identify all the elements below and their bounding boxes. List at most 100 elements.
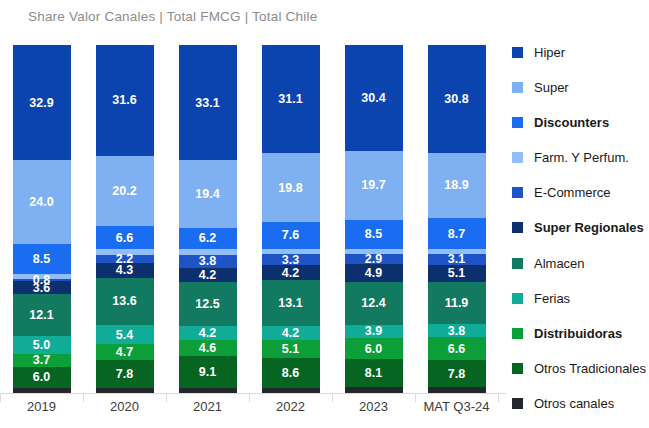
bar-column-MAT Q3-24: 30.818.98.73.15.111.93.86.67.8: [415, 45, 498, 393]
segment-super: 19.8: [262, 153, 320, 222]
segment-super: 19.7: [345, 151, 403, 220]
segment-e-commerce: 3.8: [179, 255, 237, 268]
segment-value-label: 4.2: [262, 326, 320, 339]
segment-distribuidoras: 6.6: [428, 337, 486, 360]
legend-label: Discounters: [534, 115, 609, 130]
x-axis-label-2020: 2020: [83, 399, 166, 414]
segment-value-label: 3.8: [428, 324, 486, 337]
segment-value-label: 3.3: [262, 253, 320, 266]
segment-value-label: 12.4: [345, 297, 403, 310]
segment-value-label: 4.2: [262, 266, 320, 279]
segment-distribuidoras: 6.0: [345, 338, 403, 359]
chart-canvas: Share Valor Canales | Total FMCG | Total…: [0, 0, 649, 428]
segment-value-label: 8.7: [428, 227, 486, 240]
segment-value-label: 4.6: [179, 342, 237, 355]
legend-label: Otros Tradicionales: [518, 361, 646, 376]
segment-value-label: 6.2: [179, 232, 237, 245]
segment-super-regionales: 4.2: [262, 265, 320, 280]
legend-item-distribuidoras: Distribuidoras: [512, 326, 647, 341]
segment-hiper: 33.1: [179, 45, 237, 160]
legend-item-super: Super: [512, 80, 647, 95]
segment-value-label: 7.8: [428, 367, 486, 380]
legend-swatch-icon: [512, 47, 523, 58]
bar-column-2020: 31.620.26.62.24.313.65.44.77.8: [83, 45, 166, 393]
segment-value-label: 5.4: [96, 328, 154, 341]
segment-almacen: 13.6: [96, 278, 154, 326]
segment-value-label: 19.7: [345, 179, 403, 192]
segment-almacen: 13.1: [262, 280, 320, 326]
segment-distribuidoras: 4.7: [96, 344, 154, 360]
segment-value-label: 31.1: [262, 93, 320, 106]
x-axis-label-2019: 2019: [0, 399, 83, 414]
segment-super: 18.9: [428, 153, 486, 219]
legend-swatch-icon: [512, 222, 523, 233]
bar-column-2023: 30.419.78.52.94.912.43.96.08.1: [332, 45, 415, 393]
segment-distribuidoras: 4.6: [179, 340, 237, 356]
legend-label: Almacen: [534, 256, 585, 271]
stacked-bar-2022: 31.119.87.63.34.213.14.25.18.6: [262, 45, 320, 393]
segment-super-regionales: 4.9: [345, 264, 403, 281]
legend-label: Otros canales: [534, 396, 614, 411]
segment-value-label: 4.3: [96, 264, 154, 277]
segment-value-label: 8.6: [262, 366, 320, 379]
segment-value-label: 3.7: [13, 354, 71, 367]
legend-item-otros-canales: Otros canales: [512, 396, 647, 411]
segment-super: 24.0: [13, 160, 71, 244]
bar-column-2019: 32.924.08.50.83.612.15.03.76.0: [0, 45, 83, 393]
segment-distribuidoras: 3.7: [13, 354, 71, 367]
x-axis-tick: [498, 393, 499, 402]
segment-value-label: 19.8: [262, 181, 320, 194]
segment-otros-tradicionales: 7.8: [96, 360, 154, 387]
segment-super-regionales: 4.2: [179, 268, 237, 283]
segment-value-label: 13.1: [262, 296, 320, 309]
segment-hiper: 30.4: [345, 45, 403, 151]
segment-value-label: 4.9: [345, 266, 403, 279]
stacked-bar-MAT Q3-24: 30.818.98.73.15.111.93.86.67.8: [428, 45, 486, 393]
segment-super-regionales: 5.1: [428, 265, 486, 283]
segment-value-label: 3.9: [345, 325, 403, 338]
segment-value-label: 4.2: [179, 327, 237, 340]
segment-otros-tradicionales: 7.8: [428, 360, 486, 387]
segment-ferias: 5.0: [13, 336, 71, 353]
legend-item-farm-y-perfum-: Farm. Y Perfum.: [512, 150, 647, 165]
segment-ferias: 3.8: [428, 324, 486, 337]
stacked-bar-2020: 31.620.26.62.24.313.65.44.77.8: [96, 45, 154, 393]
segment-value-label: 32.9: [13, 96, 71, 109]
segment-value-label: 30.8: [428, 92, 486, 105]
segment-value-label: 5.1: [428, 267, 486, 280]
segment-value-label: 7.8: [96, 368, 154, 381]
segment-almacen: 12.1: [13, 294, 71, 336]
legend-swatch-icon: [512, 258, 523, 269]
legend-item-almacen: Almacen: [512, 256, 647, 271]
segment-value-label: 3.8: [179, 255, 237, 268]
segment-value-label: 6.6: [428, 342, 486, 355]
segment-discounters: 7.6: [262, 222, 320, 248]
stacked-bar-2023: 30.419.78.52.94.912.43.96.08.1: [345, 45, 403, 393]
bar-column-2021: 33.119.46.23.84.212.54.24.69.1: [166, 45, 249, 393]
legend-item-ferias: Ferias: [512, 291, 647, 306]
legend-swatch-icon: [512, 152, 523, 163]
segment-e-commerce: 3.1: [428, 254, 486, 265]
segment-hiper: 30.8: [428, 45, 486, 153]
segment-hiper: 31.6: [96, 45, 154, 156]
segment-value-label: 6.6: [96, 231, 154, 244]
legend-swatch-icon: [512, 328, 523, 339]
segment-value-label: 31.6: [96, 94, 154, 107]
segment-value-label: 19.4: [179, 187, 237, 200]
x-axis-labels: 20192020202120222023MAT Q3-24: [0, 399, 498, 414]
segment-value-label: 12.1: [13, 309, 71, 322]
segment-value-label: 8.1: [345, 367, 403, 380]
stacked-bar-2019: 32.924.08.50.83.612.15.03.76.0: [13, 45, 71, 393]
legend-item-otros-tradicionales: Otros Tradicionales: [512, 361, 647, 376]
segment-ferias: 4.2: [179, 326, 237, 341]
segment-value-label: 6.0: [13, 371, 71, 384]
x-axis-label-2021: 2021: [166, 399, 249, 414]
legend-swatch-icon: [512, 398, 523, 409]
segment-e-commerce: 3.3: [262, 254, 320, 265]
segment-super-regionales: 3.6: [13, 281, 71, 294]
legend-item-hiper: Hiper: [512, 45, 647, 60]
segment-value-label: 30.4: [345, 91, 403, 104]
segment-value-label: 12.5: [179, 298, 237, 311]
segment-value-label: 5.0: [13, 339, 71, 352]
legend-item-super-regionales: Super Regionales: [512, 220, 647, 235]
